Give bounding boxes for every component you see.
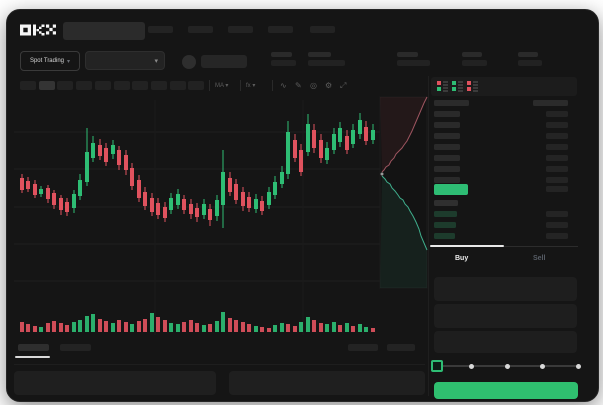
book-view-bids-icon[interactable]	[452, 81, 463, 92]
stage: Spot Trading ▾ ▾ MA ▾ fx ▾ ∿ ✎ ◎ ⚙ ⤢	[6, 9, 599, 402]
ticker-stat-value	[462, 60, 487, 66]
chevron-down-icon: ▾	[67, 58, 71, 65]
last-price-amount	[546, 186, 568, 192]
amount-slider-handle[interactable]	[431, 360, 443, 372]
tab-buy[interactable]: Buy	[455, 255, 469, 262]
nav-item[interactable]	[310, 26, 335, 33]
nav-item[interactable]	[148, 26, 173, 33]
account-button[interactable]	[201, 55, 247, 68]
timeframe-button[interactable]	[57, 81, 74, 90]
nav-item[interactable]	[188, 26, 213, 33]
slider-stop-dot[interactable]	[575, 364, 581, 369]
buy-tab-indicator	[430, 245, 504, 247]
timeframe-button[interactable]	[20, 81, 36, 90]
timeframe-button[interactable]	[169, 81, 186, 90]
ask-row-amount	[546, 111, 568, 117]
ticker-stat-value	[518, 60, 542, 66]
ticker-stat-label	[271, 52, 292, 57]
orderbook-header-price	[434, 100, 469, 106]
ticker-stat-label	[397, 52, 418, 57]
slider-stop-dot[interactable]	[504, 364, 510, 369]
ticker-stat-label	[462, 52, 482, 57]
ask-row-price[interactable]	[434, 177, 460, 183]
bottom-panel-left	[14, 371, 216, 395]
bottom-panel-right	[229, 371, 425, 395]
ask-row-price[interactable]	[434, 133, 460, 139]
fx-indicator-button[interactable]: fx ▾	[246, 83, 256, 89]
ask-row-amount	[546, 144, 568, 150]
bottom-divider	[14, 364, 425, 365]
ticker-stat-value	[397, 60, 430, 66]
settings-gear-icon[interactable]: ⚙	[325, 81, 333, 90]
ask-row-amount	[546, 133, 568, 139]
bottom-action-block-2[interactable]	[387, 344, 415, 351]
ask-row-amount	[546, 155, 568, 161]
avatar[interactable]	[182, 55, 196, 69]
bid-row-price[interactable]	[434, 211, 457, 217]
draw-icon[interactable]: ✎	[295, 81, 302, 90]
ticker-stat-label	[518, 52, 538, 57]
fullscreen-icon[interactable]: ⤢	[340, 81, 347, 90]
bottom-action-block-1[interactable]	[348, 344, 378, 351]
book-view-split-icon[interactable]	[437, 81, 448, 92]
ticker-stat-value	[271, 60, 296, 66]
line-style-icon[interactable]: ∿	[280, 81, 287, 90]
book-view-asks-icon[interactable]	[467, 81, 478, 92]
slider-stop-dot[interactable]	[469, 364, 474, 369]
panel-divider	[428, 76, 429, 396]
chevron-down-icon: ▾	[154, 57, 158, 65]
bid-row-price[interactable]	[434, 233, 455, 239]
market-type-label: Spot Trading	[29, 58, 64, 64]
bid-row-price[interactable]	[434, 222, 456, 228]
ask-row-price[interactable]	[434, 122, 460, 128]
ask-row-amount	[546, 166, 568, 172]
bottom-tab-history[interactable]	[60, 344, 91, 351]
timeframe-button[interactable]	[94, 81, 111, 90]
market-type-dropdown[interactable]: Spot Trading ▾	[20, 51, 80, 71]
tab-sell[interactable]: Sell	[533, 255, 546, 262]
bid-row-amount	[546, 211, 568, 217]
ask-row-amount	[546, 122, 568, 128]
nav-item[interactable]	[228, 26, 253, 33]
timeframe-button[interactable]	[76, 81, 93, 90]
trade-tabs-divider	[430, 246, 578, 247]
ask-row-price[interactable]	[434, 111, 460, 117]
timeframe-button[interactable]	[113, 81, 130, 90]
camera-icon[interactable]: ◎	[310, 81, 317, 90]
ask-row-price[interactable]	[434, 155, 460, 161]
timeframe-button[interactable]	[132, 81, 149, 90]
timeframe-button[interactable]	[38, 81, 55, 90]
slider-stop-dot[interactable]	[540, 364, 545, 369]
ask-row-price[interactable]	[434, 144, 460, 150]
orderbook-last-price[interactable]	[434, 184, 468, 195]
bid-row-amount	[546, 233, 568, 239]
ma-indicator-button[interactable]: MA ▾	[215, 83, 229, 89]
total-field[interactable]	[434, 331, 577, 353]
bottom-tab-orders[interactable]	[18, 344, 49, 351]
ask-row-amount	[546, 177, 568, 183]
global-search-input[interactable]	[63, 22, 145, 40]
app-window: Spot Trading ▾ ▾ MA ▾ fx ▾ ∿ ✎ ◎ ⚙ ⤢	[6, 9, 599, 402]
timeframe-button[interactable]	[188, 81, 205, 90]
okx-logo[interactable]	[20, 23, 56, 36]
timeframe-button[interactable]	[150, 81, 167, 90]
ticker-stat-label	[308, 52, 331, 57]
ticker-stat-value	[308, 60, 345, 66]
nav-item[interactable]	[268, 26, 293, 33]
candlestick-chart[interactable]	[6, 9, 599, 402]
price-field[interactable]	[434, 277, 577, 301]
buy-submit-button[interactable]	[434, 382, 578, 399]
ask-row-price[interactable]	[434, 166, 460, 172]
orderbook-header-amount	[533, 100, 568, 106]
bottom-tab-indicator	[15, 356, 50, 358]
amount-field[interactable]	[434, 304, 577, 328]
bid-row-price[interactable]	[434, 200, 458, 206]
bid-row-amount	[546, 222, 568, 228]
pair-selector-dropdown[interactable]: ▾	[85, 51, 165, 70]
